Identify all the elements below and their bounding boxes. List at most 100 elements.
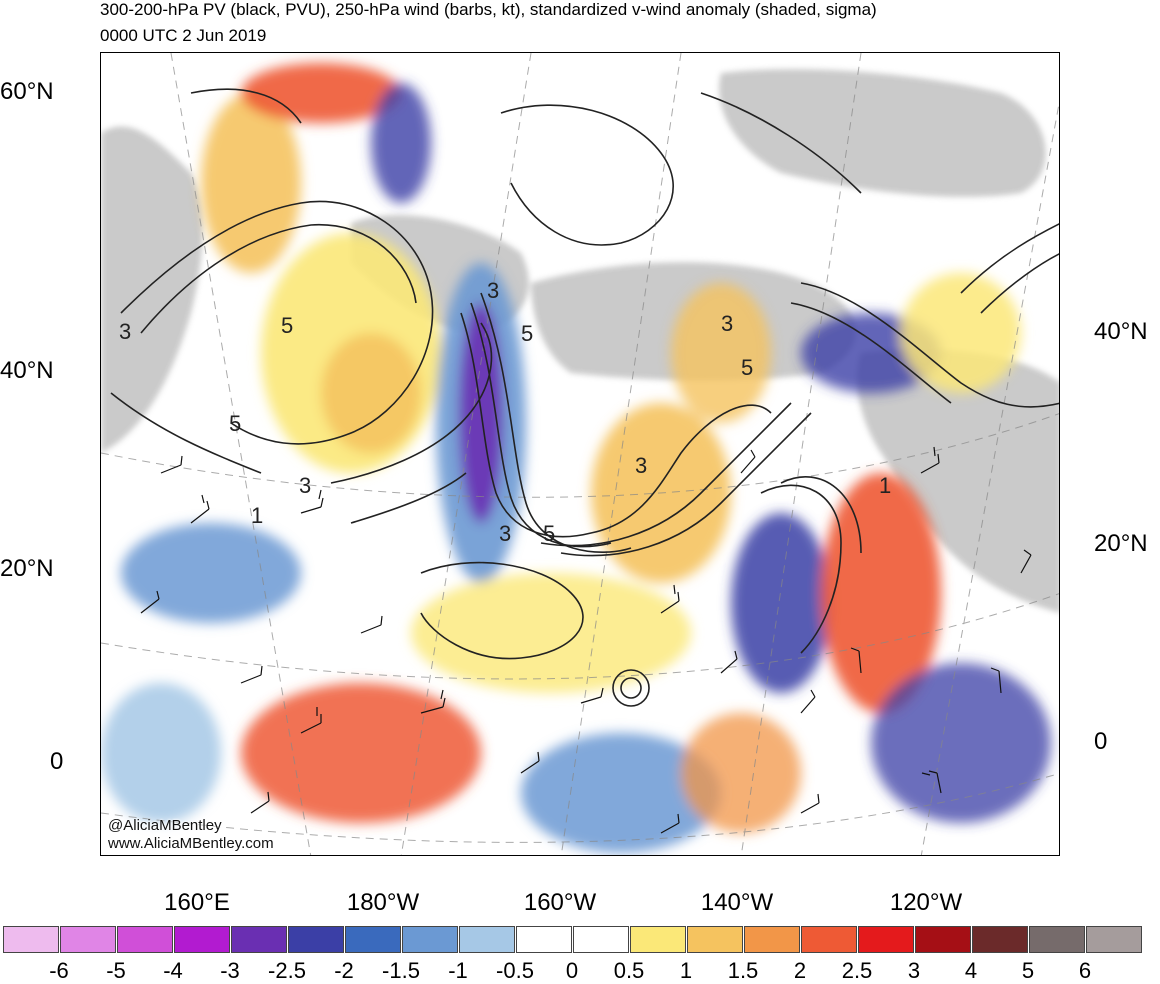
colorbar-label: 3 [907, 958, 921, 983]
colorbar-box [687, 926, 743, 953]
lon-label: 160°E [164, 889, 230, 916]
map-panel: 3 5 3 5 3 1 3 5 3 5 3 5 1 [100, 52, 1060, 856]
colorbar-label: -2.5 [268, 958, 306, 983]
colorbar-label: -5 [106, 958, 126, 983]
colorbar-box [3, 926, 59, 953]
contour-label: 3 [721, 311, 733, 336]
wind-barb [190, 494, 210, 524]
contour-label: 5 [741, 355, 753, 380]
colorbar-box [744, 926, 800, 953]
lat-label: 20°N [1094, 530, 1148, 557]
colorbar-label: 5 [1021, 958, 1035, 983]
colorbar-label: 4 [964, 958, 978, 983]
colorbar-box [915, 926, 971, 953]
colorbar-box [345, 926, 401, 953]
wind-barb [800, 793, 820, 814]
contour-label: 1 [251, 503, 263, 528]
lat-label: 0 [50, 748, 64, 775]
colorbar-label: 0 [565, 958, 579, 983]
contour-label: 3 [487, 278, 499, 303]
contour-label: 3 [299, 473, 311, 498]
wind-barb [920, 446, 940, 474]
anomaly-blob [901, 273, 1021, 393]
wind-barb [300, 489, 324, 514]
colorbar-box [972, 926, 1028, 953]
wind-barb [140, 590, 160, 614]
colorbar-label: 1.5 [727, 958, 759, 983]
wind-barb [921, 770, 942, 794]
colorbar-box [117, 926, 173, 953]
wind-barb [1020, 549, 1032, 574]
anomaly-blob [731, 513, 831, 693]
colorbar [3, 926, 1143, 954]
anomaly-blob [371, 83, 431, 203]
contour-label: 1 [879, 473, 891, 498]
contour-label: 3 [119, 319, 131, 344]
anomaly-blob [411, 573, 691, 693]
lat-label: 20°N [0, 555, 54, 582]
lon-label: 120°W [889, 889, 963, 916]
wind-barb [300, 707, 322, 734]
wind-barb [660, 813, 680, 834]
contour-label: 5 [521, 321, 533, 346]
contour-label: 3 [635, 453, 647, 478]
graticule [101, 53, 1059, 855]
wind-barb [720, 650, 738, 674]
anomaly-shading [101, 63, 1051, 853]
wind-barb [580, 687, 604, 704]
colorbar-label: 0.5 [613, 958, 645, 983]
colorbar-label: -2 [334, 958, 354, 983]
colorbar-label: -4 [163, 958, 183, 983]
anomaly-blob [241, 683, 481, 823]
anomaly-blob [201, 93, 301, 273]
colorbar-box [288, 926, 344, 953]
credit-twitter: @AliciaMBentley [108, 817, 222, 834]
wind-barb [240, 665, 263, 684]
anomaly-blob [681, 713, 801, 833]
wind-barb [800, 689, 816, 714]
colorbar-label: -1 [448, 958, 468, 983]
colorbar-label: -0.5 [496, 958, 534, 983]
map-svg: 3 5 3 5 3 1 3 5 3 5 3 5 1 [101, 53, 1059, 855]
colorbar-box [1029, 926, 1085, 953]
contour-label: 5 [543, 521, 555, 546]
colorbar-label: -6 [49, 958, 69, 983]
valid-time: 0000 UTC 2 Jun 2019 [100, 26, 267, 45]
colorbar-label: -1.5 [382, 958, 420, 983]
wind-barb [520, 751, 540, 774]
colorbar-box [60, 926, 116, 953]
colorbar-box [801, 926, 857, 953]
pv-contour-labels: 3 5 3 5 3 1 3 5 3 5 3 5 1 [119, 278, 891, 546]
anomaly-blob [101, 683, 221, 823]
land-masses [101, 69, 1059, 613]
lon-label: 160°W [523, 889, 597, 916]
lon-label: 140°W [700, 889, 774, 916]
anomaly-blob [121, 523, 301, 623]
anomaly-blob [871, 663, 1051, 823]
north-america-land [857, 349, 1059, 613]
lat-label: 0 [1094, 728, 1108, 755]
pv-contours [110, 88, 1059, 707]
anomaly-blob [521, 733, 721, 853]
colorbar-box [858, 926, 914, 953]
colorbar-box [516, 926, 572, 953]
colorbar-label: -3 [220, 958, 240, 983]
colorbar-box [459, 926, 515, 953]
colorbar-label: 6 [1078, 958, 1092, 983]
lat-label: 40°N [1094, 318, 1148, 345]
asia-land [101, 126, 203, 453]
colorbar-box [174, 926, 230, 953]
map-title: 300-200-hPa PV (black, PVU), 250-hPa win… [100, 0, 877, 19]
wind-barb [740, 449, 756, 474]
colorbar-label: 1 [679, 958, 693, 983]
credit-website: www.AliciaMBentley.com [108, 835, 274, 852]
anomaly-blob [821, 473, 941, 713]
lat-label: 60°N [0, 78, 54, 105]
colorbar-box [573, 926, 629, 953]
contour-label: 5 [229, 411, 241, 436]
wind-barb [160, 455, 183, 474]
contour-label: 3 [499, 521, 511, 546]
colorbar-box [630, 926, 686, 953]
arctic-islands-land [719, 69, 1046, 197]
colorbar-box [402, 926, 458, 953]
